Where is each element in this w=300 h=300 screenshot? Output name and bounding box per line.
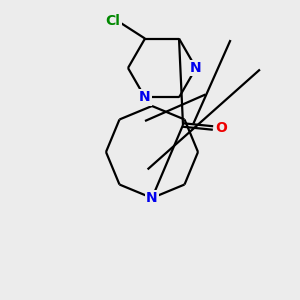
Text: O: O bbox=[215, 121, 227, 135]
Text: N: N bbox=[139, 90, 151, 104]
Text: Cl: Cl bbox=[106, 14, 120, 28]
Text: N: N bbox=[146, 191, 158, 205]
Text: N: N bbox=[190, 61, 202, 75]
